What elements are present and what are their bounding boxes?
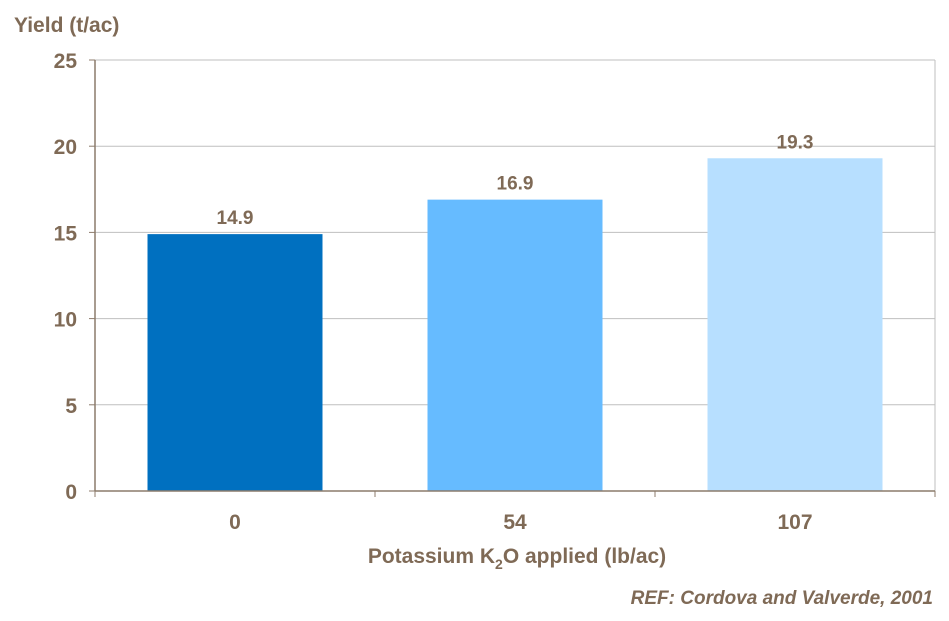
x-axis-title-part-2: O applied (lb/ac) <box>503 545 666 568</box>
x-tick-label-107: 107 <box>777 511 812 534</box>
reference-note: REF: Cordova and Valverde, 2001 <box>630 588 933 609</box>
labels: 0 5 10 15 20 25 14.9 0 16.9 54 19.3 107 <box>54 50 814 534</box>
y-tick-label-10: 10 <box>54 309 77 332</box>
y-tick-label-0: 0 <box>65 481 77 504</box>
value-label-54: 16.9 <box>497 174 534 195</box>
y-tick-label-15: 15 <box>54 222 78 245</box>
x-axis-title-part-1: Potassium K <box>368 545 495 568</box>
value-label-0: 14.9 <box>217 208 254 229</box>
y-tick-label-5: 5 <box>65 395 77 418</box>
y-axis-title: Yield (t/ac) <box>14 14 119 37</box>
bar-107 <box>707 158 883 491</box>
bar-0 <box>147 234 323 491</box>
bar-54 <box>427 199 603 492</box>
x-tick-label-0: 0 <box>229 511 241 534</box>
y-tick-label-20: 20 <box>54 136 77 159</box>
x-axis-title: Potassium K2O applied (lb/ac) <box>368 545 666 572</box>
x-tick-label-54: 54 <box>503 511 527 534</box>
bars <box>147 158 883 492</box>
axes <box>89 59 936 497</box>
y-tick-label-25: 25 <box>54 50 78 73</box>
x-axis-title-subscript: 2 <box>495 556 503 572</box>
value-label-107: 19.3 <box>777 132 814 153</box>
